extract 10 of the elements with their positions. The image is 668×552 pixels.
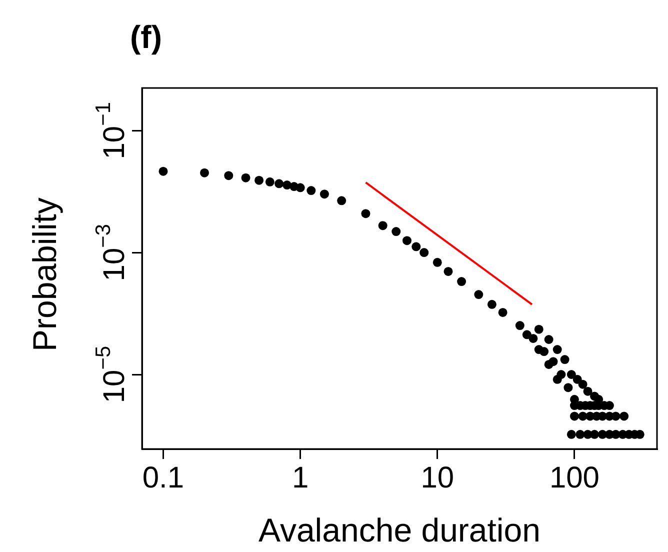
- y-tick-label: 10−1: [92, 102, 131, 160]
- x-tick-label: 10: [420, 461, 454, 494]
- chart-title: (f): [130, 19, 162, 55]
- y-axis-title: Probability: [26, 196, 63, 352]
- x-tick-label: 0.1: [142, 461, 184, 494]
- x-tick-label: 100: [549, 461, 600, 494]
- x-tick-label: 1: [292, 461, 309, 494]
- y-tick-label: 10−5: [92, 346, 131, 404]
- x-axis-title: Avalanche duration: [258, 511, 540, 548]
- y-tick-label: 10−3: [92, 224, 131, 282]
